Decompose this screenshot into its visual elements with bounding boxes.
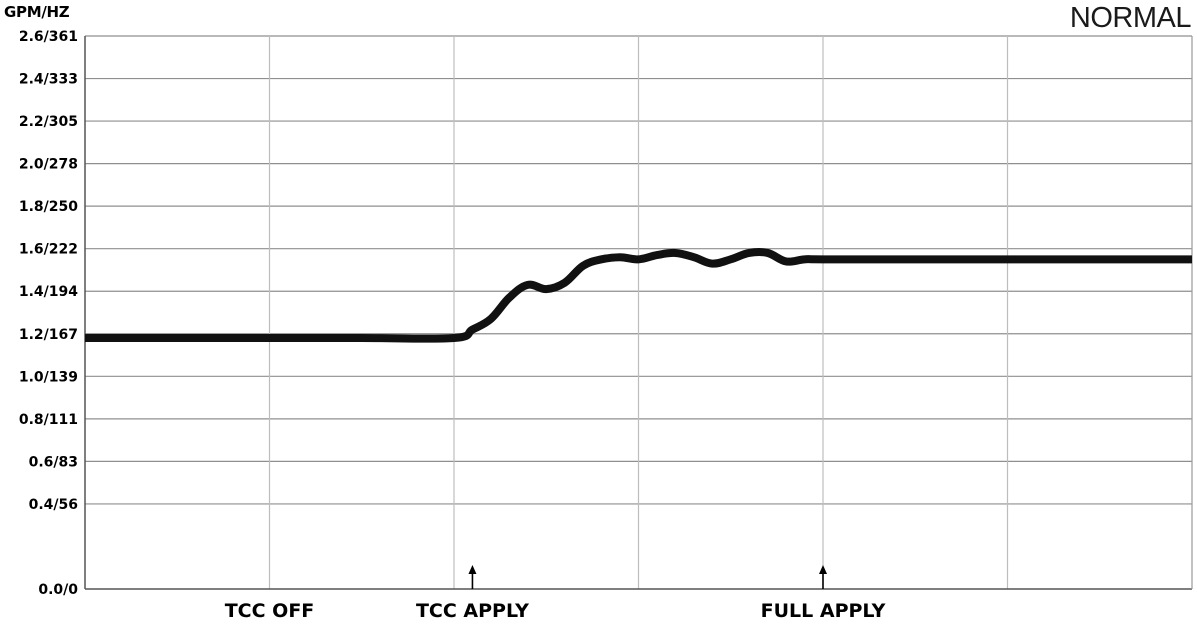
y-tick-labels: 0.0/0 0.4/56 0.6/83 0.8/111 1.0/139 1.2/167 1.… [19, 29, 78, 598]
y-tick-label-7: 1.6/222 [19, 242, 78, 258]
y-tick-label-1: 0.4/56 [29, 497, 78, 513]
y-tick-label-12: 2.6/361 [19, 29, 78, 45]
event-label-full-apply: FULL APPLY [761, 600, 886, 622]
y-tick-label-5: 1.2/167 [19, 327, 78, 343]
y-axis-units-label: GPM/HZ [4, 3, 70, 21]
event-label-tcc-off: TCC OFF [225, 600, 315, 622]
y-tick-label-9: 2.0/278 [19, 157, 78, 173]
event-label-tcc-apply: TCC APPLY [416, 600, 529, 622]
y-tick-label-0: 0.0/0 [38, 582, 78, 598]
axes-layer [84, 36, 1193, 590]
grid-layer [85, 35, 1192, 589]
y-tick-label-10: 2.2/305 [19, 114, 78, 130]
event-arrow-head-tcc-apply [468, 565, 477, 574]
y-tick-label-11: 2.4/333 [19, 72, 78, 88]
y-tick-label-3: 0.8/111 [19, 412, 78, 428]
event-markers: TCC OFF TCC APPLY FULL APPLY [225, 565, 886, 622]
event-arrow-head-full-apply [819, 565, 827, 574]
y-tick-label-2: 0.6/83 [29, 454, 78, 470]
y-tick-label-6: 1.4/194 [19, 284, 78, 300]
y-tick-label-8: 1.8/250 [19, 199, 78, 215]
y-tick-label-4: 1.0/139 [19, 369, 78, 385]
series-layer [85, 247, 1192, 343]
chart-mode-title: NORMAL [1069, 2, 1192, 34]
series-line-0 [85, 247, 1192, 343]
